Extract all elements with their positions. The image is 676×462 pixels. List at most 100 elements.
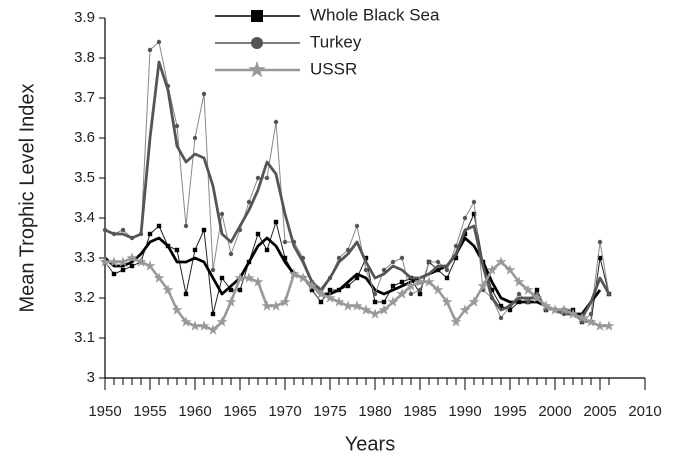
legend-marker [248,60,266,78]
data-point [516,299,522,305]
data-point [120,227,126,233]
data-point [477,280,489,291]
data-point [435,259,441,265]
data-point [414,276,426,287]
legend-marker [251,37,263,49]
data-point [516,291,522,297]
data-point [102,227,108,233]
data-point [309,287,315,293]
data-point [246,259,252,265]
y-tick-label: 3.6 [74,129,95,146]
data-point [183,291,189,297]
data-point [378,304,390,315]
data-point [333,296,345,307]
data-point [450,316,462,327]
data-point [99,256,111,267]
y-axis-title: Mean Trophic Level Index [16,83,38,312]
data-point [192,247,198,253]
data-point [216,316,228,327]
data-point [417,287,423,293]
data-point [261,300,273,311]
x-tick-label: 2000 [538,403,571,420]
data-point [180,316,192,327]
data-point [462,231,468,237]
x-tick-label: 1950 [88,403,121,420]
data-point [264,247,270,253]
data-point [144,260,156,271]
data-point [162,284,174,295]
data-point [270,300,282,311]
data-point [360,304,372,315]
data-point [201,227,207,233]
data-point [219,275,225,281]
data-point [498,303,504,309]
data-point [108,256,120,267]
y-tick-label: 3.8 [74,49,95,66]
data-point [513,276,525,287]
data-point [126,252,138,263]
data-point [597,255,603,261]
data-point [264,175,270,181]
data-point [453,243,459,249]
data-point [408,291,414,297]
data-point [336,255,342,261]
x-tick-label: 1985 [403,403,436,420]
data-point [111,271,117,277]
x-tick-label: 2005 [583,403,616,420]
y-tick-label: 3.4 [74,209,95,226]
data-point [228,287,234,293]
data-point [423,276,435,287]
data-point [327,287,333,293]
legend-label: Turkey [310,32,362,51]
data-point [165,83,171,89]
data-point [117,256,129,267]
data-point [390,283,396,289]
x-tick-label: 2010 [628,403,661,420]
data-point [165,243,171,249]
data-point [153,272,165,283]
data-point [336,287,342,293]
data-point [405,280,417,291]
data-point [210,311,216,317]
data-point [453,255,459,261]
legend-label: Whole Black Sea [310,5,440,24]
data-point [522,284,534,295]
data-point [138,231,144,237]
data-point [156,223,162,229]
y-tick-label: 3.5 [74,169,95,186]
data-point [459,304,471,315]
data-point [381,299,387,305]
data-point [399,255,405,261]
data-point [225,296,237,307]
data-point [129,263,135,269]
data-point [354,223,360,229]
data-point [111,231,117,237]
data-point [318,299,324,305]
data-point [441,296,453,307]
data-point [147,47,153,53]
x-tick-label: 1965 [223,403,256,420]
data-point [189,320,201,331]
data-point [498,315,504,321]
data-point [525,299,531,305]
data-point [444,267,450,273]
data-point [192,135,198,141]
x-axis-title: Years [345,433,395,455]
data-point [246,199,252,205]
data-point [558,304,570,315]
data-point [273,219,279,225]
x-tick-label: 1995 [493,403,526,420]
data-point [174,123,180,129]
data-point [369,308,381,319]
data-point [540,300,552,311]
data-point [597,239,603,245]
data-point [606,291,612,297]
trend-line [104,60,611,320]
data-point [603,320,615,331]
data-point [315,288,327,299]
data-point [486,264,498,275]
data-point [585,316,597,327]
data-point [345,247,351,253]
data-point [273,119,279,125]
